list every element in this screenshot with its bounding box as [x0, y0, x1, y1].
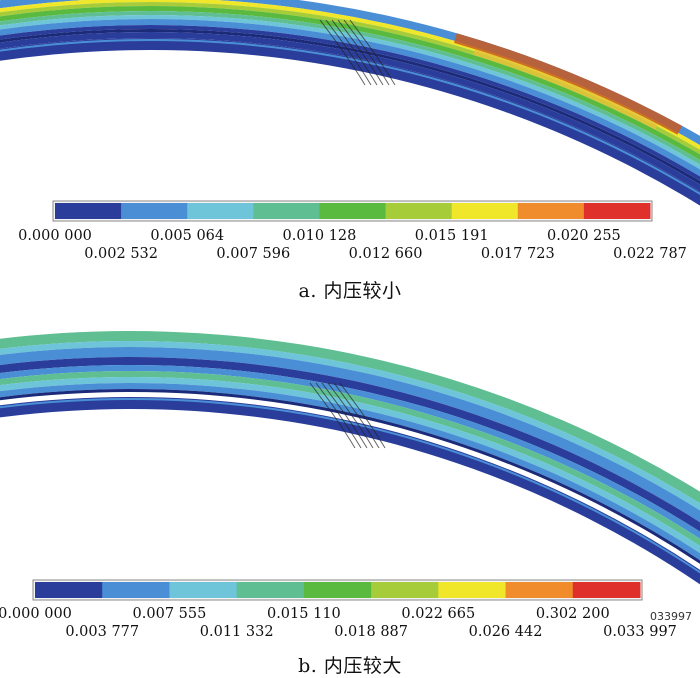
legend-top-label: 0.010 128: [282, 228, 357, 244]
legend-top-label: 0.302 200: [535, 606, 610, 622]
legend-top-label: 0.000 000: [0, 606, 72, 622]
contour-band: [453, 33, 683, 135]
legend-bottom-label: 0.012 660: [348, 246, 423, 262]
legend-swatch: [121, 203, 188, 219]
pipe-geometry: [0, 0, 700, 206]
legend-bottom-label: 0.026 442: [468, 624, 543, 640]
helix-wire: [333, 382, 380, 449]
caption-b: b. 内压较大: [298, 655, 402, 677]
helix-wire: [315, 382, 362, 449]
legend-swatch: [303, 582, 372, 598]
panel-b: 0.000 000 0.007 555 0.015 110 0.022 665 …: [0, 323, 700, 677]
legend-swatch: [572, 582, 641, 598]
helix-wire: [337, 19, 384, 86]
legend-swatch: [438, 582, 507, 598]
helix-wire: [339, 382, 386, 449]
legend-bottom-label: 0.007 596: [216, 246, 291, 262]
legend-top-label: 0.005 064: [150, 228, 225, 244]
legend-bottom-label: 0.018 887: [334, 624, 409, 640]
panel-a: 0.000 000 0.005 064 0.010 128 0.015 191 …: [0, 0, 700, 316]
legend-top-label: 0.015 191: [414, 228, 489, 244]
corner-value-text: 033997: [650, 610, 692, 623]
legend-swatch: [55, 203, 122, 219]
legend-swatch: [169, 582, 238, 598]
legend-top-label: 0.022 665: [401, 606, 476, 622]
caption-a: a. 内压较小: [298, 280, 402, 302]
legend-bottom-label: 0.011 332: [199, 624, 274, 640]
legend-swatch: [385, 203, 453, 219]
legend-top-label: 0.000 000: [18, 228, 92, 244]
legend-swatch: [319, 203, 387, 219]
legend-bottom-label: 0.017 723: [480, 246, 555, 262]
contour-band: [0, 39, 700, 196]
legend-bar: [52, 200, 653, 222]
helix-wire: [349, 19, 396, 86]
legend-top-label: 0.015 110: [266, 606, 341, 622]
legend-bottom-label: 0.033 997: [603, 624, 677, 640]
pipe-geometry: [0, 331, 700, 585]
legend-swatch: [517, 203, 585, 219]
legend-swatch: [187, 203, 254, 219]
legend-swatch: [451, 203, 519, 219]
contour-band: [473, 49, 658, 130]
legend-swatch: [35, 582, 103, 598]
helix-wire: [327, 382, 374, 449]
legend-swatch: [236, 582, 305, 598]
legend-bar: [32, 579, 643, 601]
helix-wire: [331, 19, 378, 86]
contour-plot-a: [0, 0, 700, 222]
inner-liner: [0, 38, 700, 206]
helix-wire: [319, 19, 366, 86]
legend-swatch: [371, 582, 439, 598]
legend-top-label: 0.020 255: [546, 228, 621, 244]
helix-wire: [321, 382, 368, 449]
legend-bottom-label: 0.003 777: [65, 624, 140, 640]
helix-wire: [343, 19, 390, 86]
legend-swatch: [583, 203, 651, 219]
helix-wire: [325, 19, 372, 86]
legend-swatch: [102, 582, 170, 598]
legend-bottom-label: 0.002 532: [84, 246, 159, 262]
legend-swatch: [253, 203, 320, 219]
legend-top-label: 0.007 555: [132, 606, 207, 622]
legend-swatch: [505, 582, 574, 598]
helix-wire: [309, 382, 356, 449]
contour-plot-b: [0, 331, 700, 601]
legend-bottom-label: 0.022 787: [613, 246, 687, 262]
